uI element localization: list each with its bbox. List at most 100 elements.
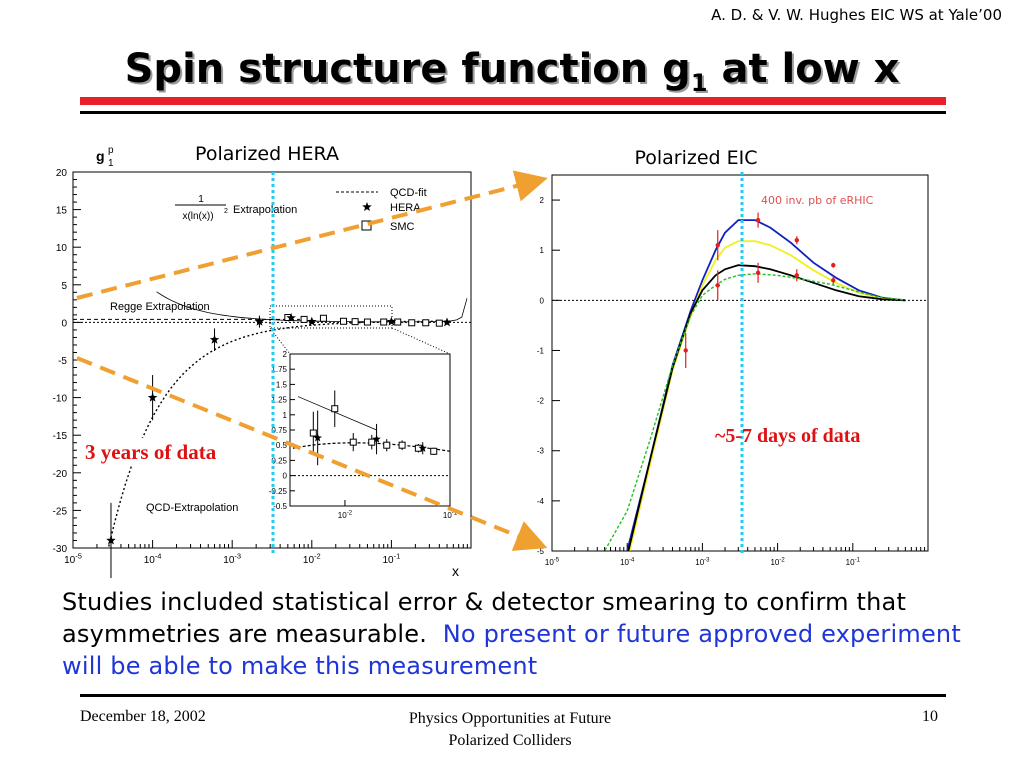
eic-data-point [683, 348, 688, 353]
inset-y-tick-label: 0.75 [271, 426, 287, 435]
eic-y-tick-label: -4 [537, 497, 545, 506]
hera-point [442, 317, 452, 327]
inset-extrapolation-curve [297, 396, 377, 431]
smc-point [300, 315, 308, 323]
inset-y-tick-label: 0.5 [276, 441, 288, 450]
hera-y-axis-label-sub: 1 [108, 158, 114, 169]
eic-x-tick-label: 10-5 [545, 557, 560, 567]
eic-x-tick-label: 10-3 [695, 557, 710, 567]
hera-y-tick-label: 10 [56, 243, 68, 254]
hera-x-tick-label: 10-5 [64, 552, 82, 567]
figure-area: Polarized HERA20151050-5-10-15-20-25-301… [53, 143, 929, 579]
hera-y-tick-label: -10 [53, 394, 68, 405]
eic-x-tick-label: 10-4 [620, 557, 635, 567]
hera-y-tick-label: -15 [53, 431, 68, 442]
inset-x-tick-label: 10-2 [338, 510, 353, 520]
body-text-blue: No present or future approved experiment… [62, 620, 961, 680]
eic-luminosity-label: 400 inv. pb of eRHIC [761, 194, 874, 207]
smc-point [351, 318, 359, 326]
inset-smc-point [368, 438, 376, 446]
zoom-connector-left [269, 327, 291, 355]
hera-chart: Polarized HERA20151050-5-10-15-20-25-301… [53, 143, 472, 579]
eic-plot-frame [551, 174, 929, 552]
eic-data-point [715, 242, 720, 248]
legend-hera-label: HERA [390, 202, 421, 214]
hera-y-axis-label-sup: p [108, 145, 114, 156]
inset-y-tick-label: 1.5 [276, 380, 288, 389]
page-number: 10 [922, 708, 938, 725]
body-text-black: Studies included statistical error & det… [62, 588, 907, 648]
smc-point [339, 317, 347, 325]
inset-smc-point [331, 405, 339, 413]
hera-y-tick-label: 0 [61, 318, 67, 329]
qcd-extrapolation-label: QCD-Extrapolation [146, 502, 238, 514]
inset-smc-point [349, 438, 357, 446]
eic-y-tick-label: 1 [540, 246, 545, 255]
hera-y-axis-label: g [96, 148, 105, 164]
title-main: Spin structure function g [124, 46, 691, 92]
hera-y-tick-label: -25 [53, 506, 68, 517]
hera-x-tick-label: 10-3 [223, 552, 241, 567]
footer-rule [80, 694, 946, 697]
eic-curve-blue [626, 219, 906, 551]
eic-x-tick-label: 10-1 [846, 557, 861, 567]
hera-annotation-years: 3 years of data [85, 440, 217, 464]
smc-point [363, 318, 371, 326]
footer-title: Physics Opportunities at Future Polarize… [330, 708, 690, 752]
formula-denominator: x(ln(x)) [182, 211, 213, 222]
legend-qcd-fit-label: QCD-fit [390, 187, 427, 199]
hera-point [209, 334, 220, 344]
inset-smc-point [309, 429, 317, 437]
eic-data-point [794, 273, 799, 278]
zoom-connector-right [391, 327, 451, 355]
footer-date: December 18, 2002 [80, 708, 206, 725]
formula-exponent: 2 [224, 208, 228, 215]
hera-annotation-background [82, 438, 266, 466]
inset-y-tick-label: 1.25 [271, 396, 287, 405]
hera-point [286, 312, 296, 322]
footer-title-line1: Physics Opportunities at Future [408, 710, 612, 727]
hera-point [147, 392, 158, 402]
inset-y-tick-label: 0.25 [271, 456, 287, 465]
eic-y-tick-label: -3 [537, 447, 545, 456]
eic-data-point [831, 278, 836, 283]
comparison-arrows [76, 170, 548, 551]
eic-y-tick-label: 2 [540, 196, 545, 205]
smc-point [380, 318, 388, 326]
title-underline-red [80, 97, 946, 105]
eic-y-tick-label: -5 [537, 547, 545, 556]
smc-point [408, 319, 416, 327]
regge-extrapolation-label: Regge Extrapolation [110, 301, 210, 313]
eic-data-point [755, 217, 761, 223]
inset-y-tick-label: -0.5 [273, 502, 287, 511]
body-paragraph: Studies included statistical error & det… [62, 586, 982, 682]
smc-point [435, 319, 443, 327]
hera-point [307, 316, 317, 326]
title-tail: at low x [707, 46, 900, 92]
hera-y-tick-label: -5 [58, 356, 67, 367]
arrow-bottom [76, 356, 548, 551]
hera-x-tick-label: 10-4 [144, 552, 162, 567]
footer-title-line2: Polarized Colliders [448, 732, 572, 749]
smc-point [422, 319, 430, 327]
inset-y-tick-label: 1 [283, 411, 288, 420]
eic-y-tick-label: 0 [540, 296, 545, 305]
title-underline-black [80, 111, 946, 114]
inset-y-tick-label: 1.75 [271, 365, 287, 374]
inset-x-tick-label: 10-1 [443, 510, 458, 520]
hera-chart-title: Polarized HERA [195, 143, 339, 165]
extrapolation-label: Extrapolation [233, 204, 297, 216]
eic-annotation-days: ~5-7 days of data [715, 425, 860, 447]
inset-hera-point [372, 434, 381, 443]
formula-numerator: 1 [198, 194, 204, 205]
hera-y-tick-label: 15 [56, 206, 68, 217]
hera-x-tick-label: 10-1 [383, 552, 401, 567]
inset-hera-point [418, 443, 427, 452]
eic-x-tick-label: 10-2 [770, 557, 785, 567]
hera-point [386, 316, 397, 326]
eic-data-point [715, 283, 720, 288]
smc-point [394, 318, 402, 326]
hera-y-tick-label: -30 [53, 544, 68, 555]
inset-smc-point [383, 441, 391, 449]
